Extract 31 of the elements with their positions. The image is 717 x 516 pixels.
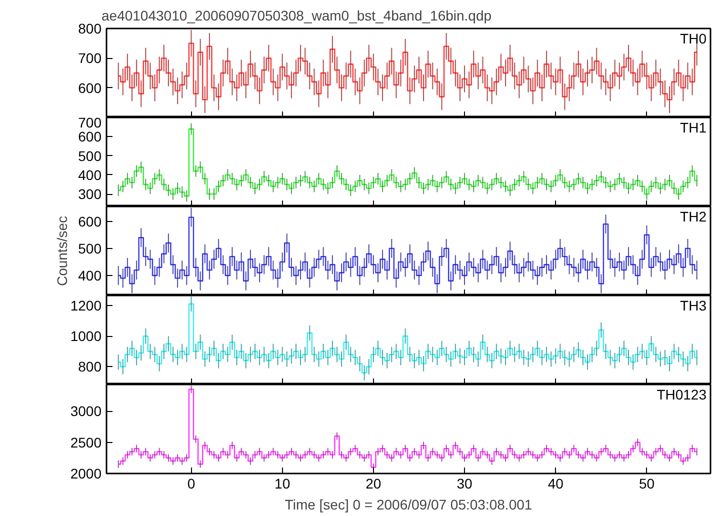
y-tick-label: 300 (78, 186, 102, 202)
y-tick-label: 500 (78, 148, 102, 164)
y-tick-label: 400 (78, 166, 102, 183)
y-tick-label: 600 (78, 80, 102, 96)
x-tick-label: 20 (366, 476, 382, 492)
annotation: TH0 (680, 30, 707, 46)
y-tick-label: 800 (78, 20, 102, 36)
y-tick-label: 2000 (70, 466, 102, 482)
x-axis-title: Time [sec] 0 = 2006/09/07 05:03:08.001 (284, 496, 532, 512)
y-tick-label: 800 (78, 358, 102, 375)
x-tick-label: 0 (187, 476, 196, 492)
annotation: TH3 (680, 298, 707, 314)
y-tick-label: 700 (78, 50, 102, 66)
y-tick-label: 3000 (70, 403, 102, 420)
x-tick-label: 40 (548, 476, 564, 492)
annotation: TH2 (680, 208, 707, 224)
y-tick-label: 1000 (70, 328, 102, 344)
y-tick-label: 2500 (70, 434, 102, 450)
y-tick-label: 700 (78, 114, 102, 130)
y-tick-label: 500 (78, 240, 102, 256)
x-tick-label: 10 (274, 476, 290, 492)
x-tick-label: 50 (638, 476, 655, 492)
x-tick-label: 30 (456, 476, 473, 492)
y-tick-label: 600 (78, 213, 102, 230)
y-axis-title: Counts/sec (54, 216, 70, 286)
y-tick-label: 400 (78, 267, 102, 284)
y-tick-label: 600 (78, 128, 102, 145)
annotation: TH1 (680, 120, 707, 136)
chart-title: ae401043010_20060907050308_wam0_bst_4band_16bin.qdp (102, 8, 492, 24)
annotation: TH0123 (656, 386, 707, 402)
y-tick-label: 1200 (70, 297, 102, 314)
